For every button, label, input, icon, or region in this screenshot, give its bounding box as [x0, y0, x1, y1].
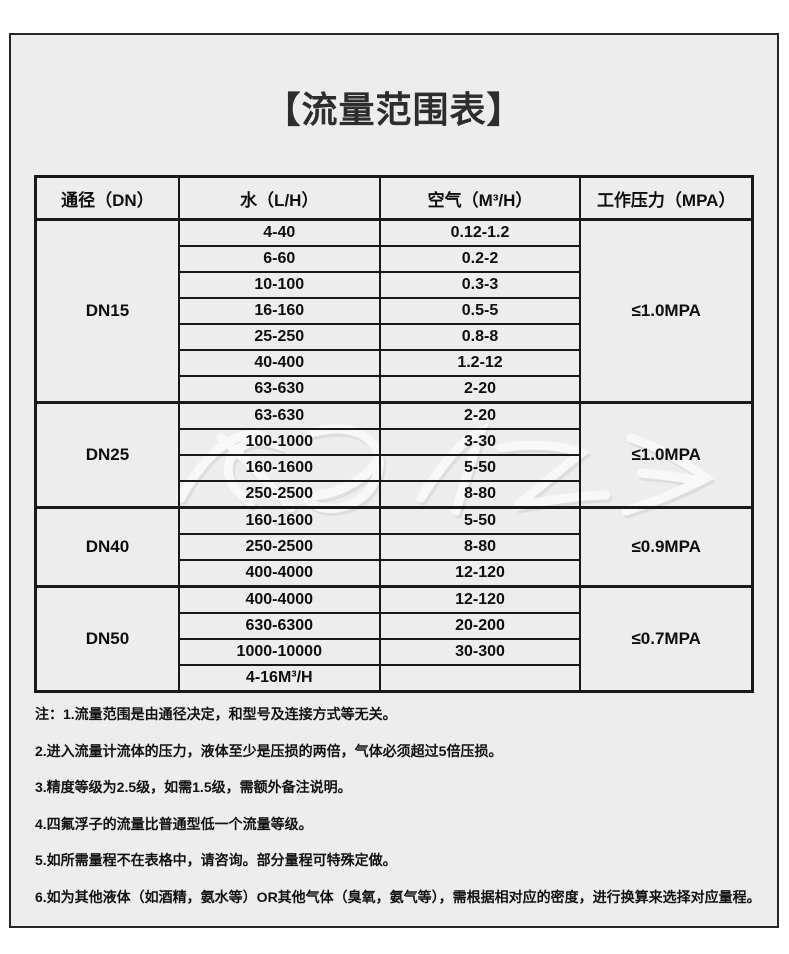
table-row: 6-60 0.2-2 [36, 245, 753, 273]
dn-cell: DN50 [34, 585, 180, 693]
content-panel: 【流量范围表】 通径（DN） 水（L/H） 空气（M³/H） 工作压力（MPA）… [9, 33, 779, 928]
header-air: 空气（M³/H） [378, 175, 582, 221]
air-range-cell: 1.2-12 [378, 349, 582, 377]
air-range-cell: 0.8-8 [378, 323, 582, 351]
dn-cell: DN40 [34, 506, 180, 588]
air-range-cell: 5-50 [378, 506, 582, 535]
water-range-cell: 6-60 [177, 245, 381, 273]
air-range-cell [378, 664, 582, 693]
air-range-cell: 2-20 [378, 401, 582, 430]
flow-table-body: DN15 4-40 0.12-1.2 ≤1.0MPA 6-60 0.2-2 10-100 0.… [34, 218, 754, 693]
air-range-cell: 0.5-5 [378, 297, 582, 325]
table-row: 250-2500 8-80 [36, 533, 753, 561]
air-range-cell: 0.2-2 [378, 245, 582, 273]
table-row: 10-100 0.3-3 [36, 271, 753, 299]
water-range-cell: 4-16M³/H [177, 664, 381, 693]
water-range-cell: 1000-10000 [177, 638, 381, 666]
water-range-cell: 16-160 [177, 297, 381, 325]
air-range-cell: 12-120 [378, 585, 582, 614]
dn-cell: DN25 [34, 401, 180, 509]
air-range-cell: 20-200 [378, 612, 582, 640]
air-range-cell: 2-20 [378, 375, 582, 404]
air-range-cell: 12-120 [378, 559, 582, 588]
table-row: 40-400 1.2-12 [36, 349, 753, 377]
flow-range-table: 通径（DN） 水（L/H） 空气（M³/H） 工作压力（MPA） DN15 4-4… [34, 175, 754, 693]
pressure-cell: ≤1.0MPA [579, 218, 754, 404]
note-line: 注：1.流量范围是由通径决定，和型号及连接方式等无关。 [35, 706, 397, 722]
table-row: DN15 4-40 0.12-1.2 ≤1.0MPA [34, 218, 754, 404]
water-range-cell: 63-630 [177, 375, 381, 404]
table-row: DN50 400-4000 12-120 ≤0.7MPA [34, 585, 754, 693]
water-range-cell: 630-6300 [177, 612, 381, 640]
table-row: 16-160 0.5-5 [36, 297, 753, 325]
water-range-cell: 250-2500 [177, 533, 381, 561]
notes-section: 注：1.流量范围是由通径决定，和型号及连接方式等无关。 2.进入流量计流体的压力… [35, 706, 761, 906]
pressure-cell: ≤0.7MPA [579, 585, 754, 693]
table-row: 25-250 0.8-8 [36, 323, 753, 351]
note-line: 6.如为其他液体（如酒精，氨水等）OR其他气体（臭氧，氨气等），需根据相对应的密… [35, 888, 761, 905]
note-line: 4.四氟浮子的流量比普通型低一个流量等级。 [35, 815, 313, 832]
header-dn: 通径（DN） [34, 175, 180, 221]
water-range-cell: 100-1000 [177, 428, 381, 456]
air-range-cell: 8-80 [378, 480, 582, 509]
water-range-cell: 40-400 [177, 349, 381, 377]
water-range-cell: 160-1600 [177, 454, 381, 482]
table-row: DN25 63-630 2-20 ≤1.0MPA [34, 401, 754, 509]
water-range-cell: 250-2500 [177, 480, 381, 509]
table-row: 630-6300 20-200 [36, 612, 753, 640]
note-line: 3.精度等级为2.5级，如需1.5级，需额外备注说明。 [35, 779, 352, 795]
water-range-cell: 63-630 [177, 401, 381, 430]
pressure-cell: ≤1.0MPA [579, 401, 754, 509]
note-line: 2.进入流量计流体的压力，液体至少是压损的两倍，气体必须超过5倍压损。 [35, 742, 503, 759]
air-range-cell: 8-80 [378, 533, 582, 561]
table-row: 4-16M³/H [36, 664, 753, 693]
water-range-cell: 160-1600 [177, 506, 381, 535]
air-range-cell: 0.3-3 [378, 271, 582, 299]
water-range-cell: 25-250 [177, 323, 381, 351]
air-range-cell: 5-50 [378, 454, 582, 482]
page-title: 【流量范围表】 [264, 89, 524, 130]
table-row: DN40 160-1600 5-50 ≤0.9MPA [34, 506, 754, 588]
water-range-cell: 4-40 [177, 218, 381, 247]
water-range-cell: 400-4000 [177, 585, 381, 614]
note-line: 5.如所需量程不在表格中，请咨询。部分量程可特殊定做。 [35, 852, 397, 868]
header-pressure: 工作压力（MPA） [579, 175, 754, 221]
pressure-cell: ≤0.9MPA [579, 506, 754, 588]
air-range-cell: 3-30 [378, 428, 582, 456]
water-range-cell: 10-100 [177, 271, 381, 299]
table-header-row: 通径（DN） 水（L/H） 空气（M³/H） 工作压力（MPA） [34, 175, 754, 221]
table-row: 1000-10000 30-300 [36, 638, 753, 666]
dn-cell: DN15 [34, 218, 180, 404]
air-range-cell: 30-300 [378, 638, 582, 666]
table-row: 63-630 2-20 [36, 375, 753, 404]
water-range-cell: 400-4000 [177, 559, 381, 588]
header-water: 水（L/H） [177, 175, 381, 221]
air-range-cell: 0.12-1.2 [378, 218, 582, 247]
